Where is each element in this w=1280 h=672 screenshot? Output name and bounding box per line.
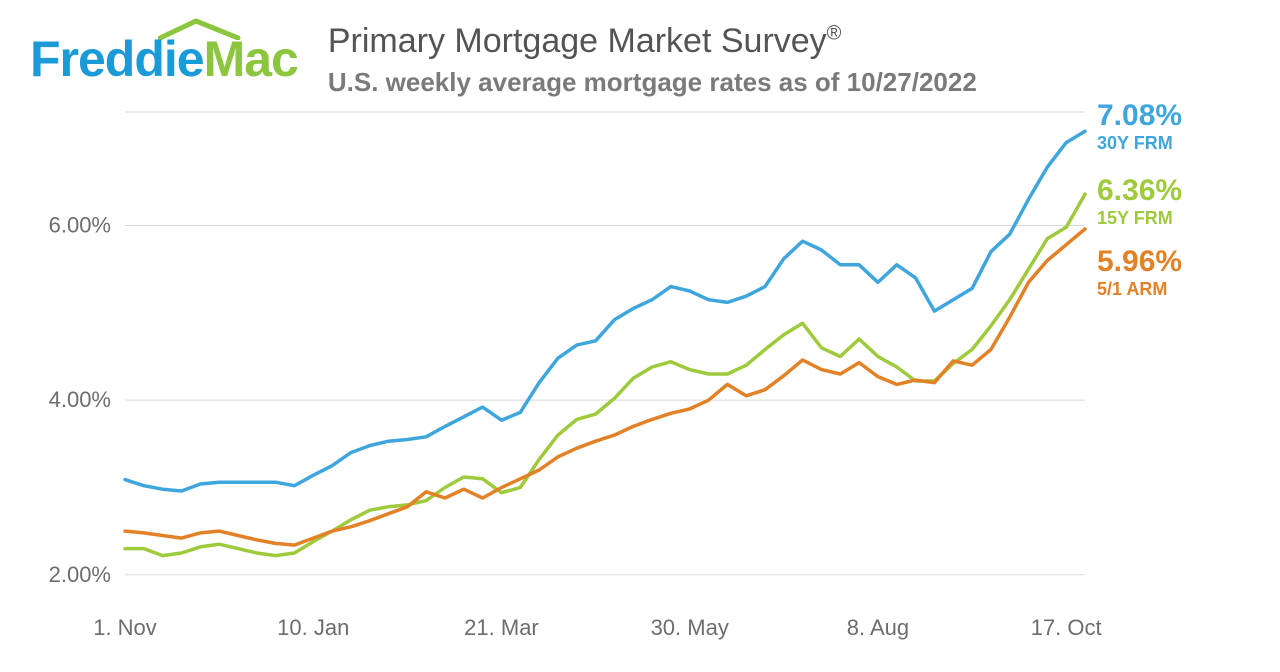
x-axis-label: 21. Mar xyxy=(464,615,539,640)
logo-text: FreddieMac xyxy=(30,34,298,84)
x-axis-label: 17. Oct xyxy=(1031,615,1102,640)
series-end-name: 15Y FRM xyxy=(1097,208,1182,229)
series-end-value: 7.08% xyxy=(1097,101,1182,131)
x-axis-label: 1. Nov xyxy=(93,615,157,640)
freddie-mac-logo: FreddieMac xyxy=(30,18,298,84)
header: FreddieMac Primary Mortgage Market Surve… xyxy=(0,0,1280,106)
series-end-label: 7.08%30Y FRM xyxy=(1097,101,1182,154)
logo-freddie: Freddie xyxy=(30,31,204,87)
x-axis-label: 8. Aug xyxy=(847,615,909,640)
series-end-value: 5.96% xyxy=(1097,247,1182,277)
chart-title: Primary Mortgage Market Survey® xyxy=(328,22,977,61)
y-axis-label: 6.00% xyxy=(49,213,111,238)
series-end-value: 6.36% xyxy=(1097,176,1182,206)
line-chart: 2.00% 4.00% 6.00% 1. Nov 10. Jan 21. Mar 30. M… xyxy=(30,106,1250,646)
series-5-1-arm xyxy=(125,229,1085,545)
logo-mac: Mac xyxy=(204,31,298,87)
chart-container: 2.00% 4.00% 6.00% 1. Nov 10. Jan 21. Mar 30. M… xyxy=(30,106,1250,646)
series-end-label: 5.96%5/1 ARM xyxy=(1097,247,1182,300)
y-axis-label: 2.00% xyxy=(49,562,111,587)
chart-subtitle: U.S. weekly average mortgage rates as of… xyxy=(328,67,977,98)
y-axis-label: 4.00% xyxy=(49,387,111,412)
title-text: Primary Mortgage Market Survey xyxy=(328,22,827,60)
x-axis-label: 10. Jan xyxy=(277,615,349,640)
title-block: Primary Mortgage Market Survey® U.S. wee… xyxy=(328,18,977,98)
series-end-name: 30Y FRM xyxy=(1097,133,1182,154)
series-end-name: 5/1 ARM xyxy=(1097,279,1182,300)
series-end-label: 6.36%15Y FRM xyxy=(1097,176,1182,229)
x-axis-label: 30. May xyxy=(651,615,729,640)
registered-mark: ® xyxy=(827,23,842,45)
